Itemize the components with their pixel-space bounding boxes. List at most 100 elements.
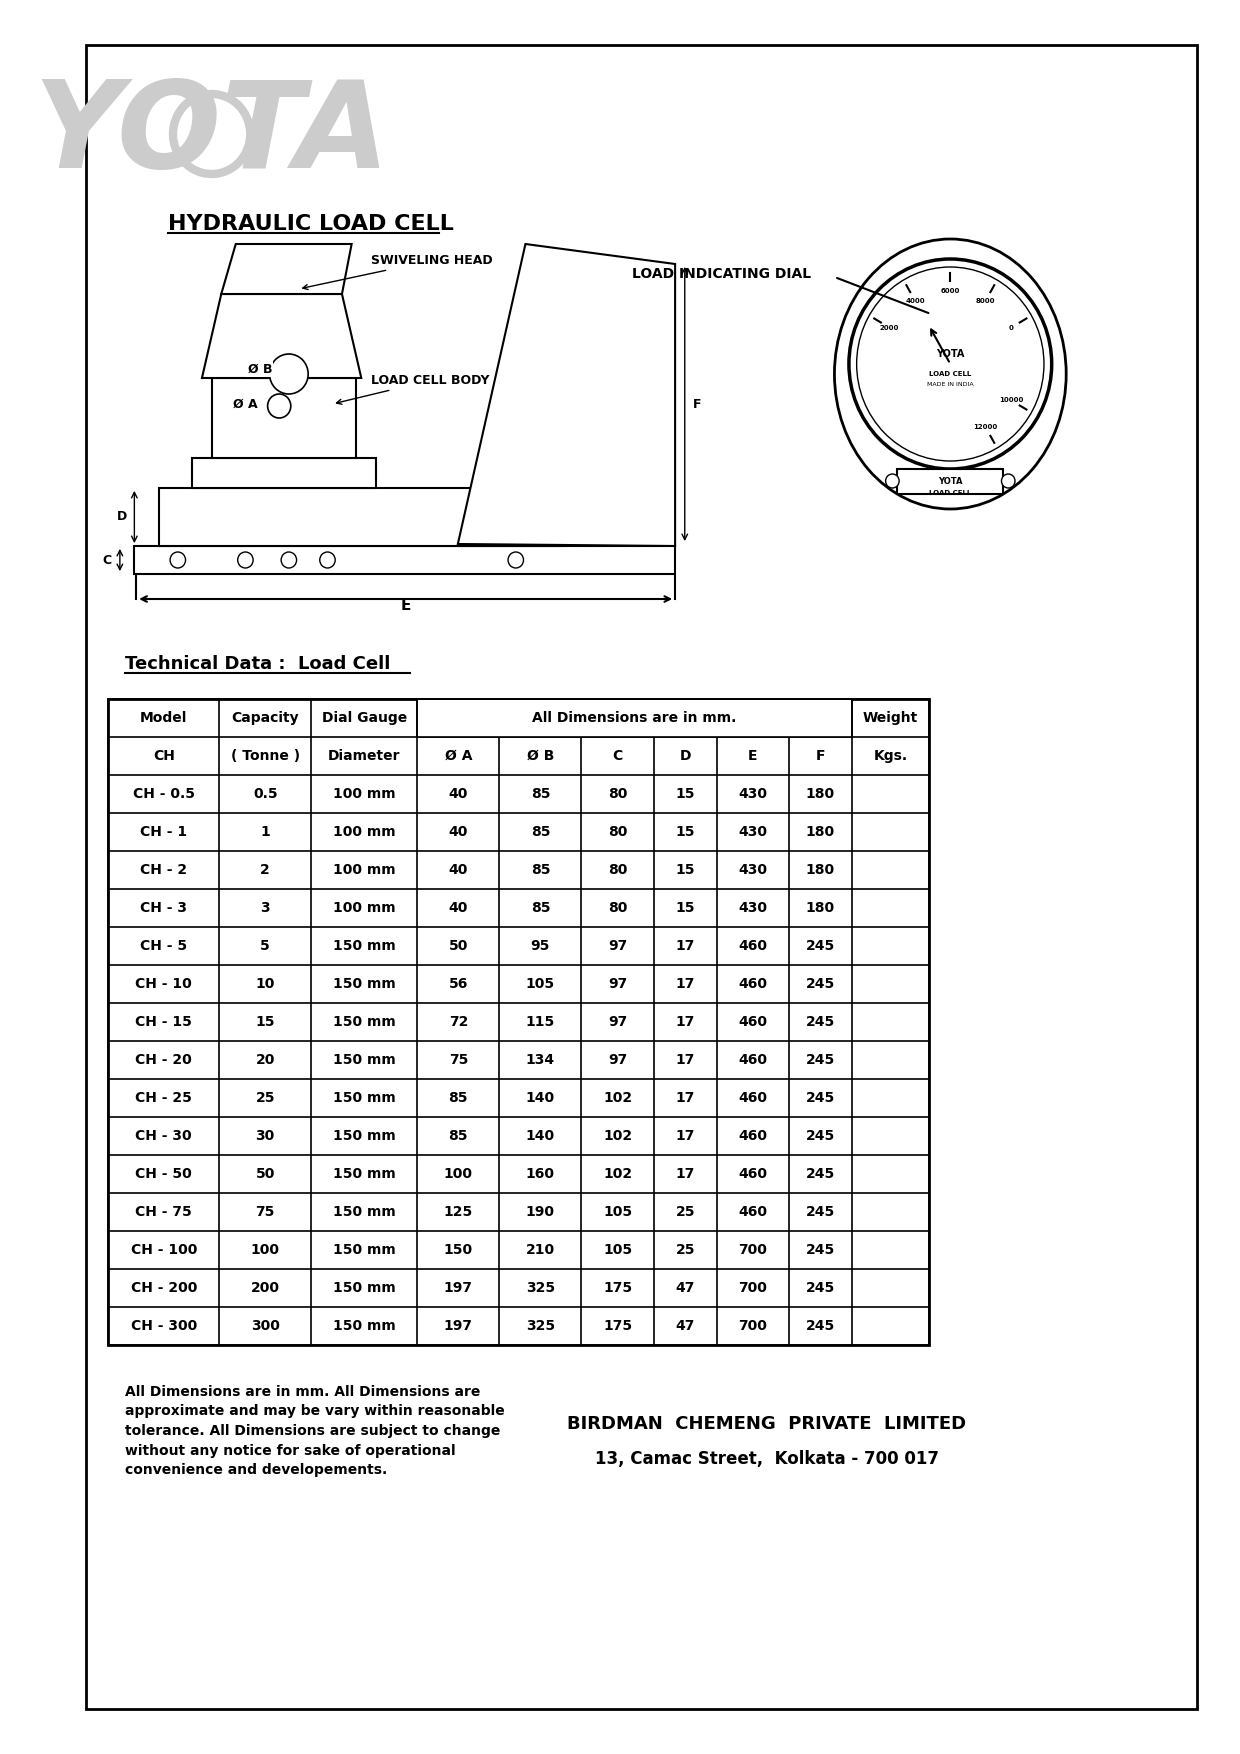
Text: CH - 3: CH - 3 xyxy=(140,902,187,916)
Text: CH - 2: CH - 2 xyxy=(140,863,187,877)
Text: 20: 20 xyxy=(255,1052,275,1066)
Bar xyxy=(159,488,564,545)
Text: 102: 102 xyxy=(603,1091,632,1105)
Text: 15: 15 xyxy=(676,788,694,802)
Text: All Dimensions are in mm. All Dimensions are
approximate and may be vary within : All Dimensions are in mm. All Dimensions… xyxy=(125,1386,505,1477)
Ellipse shape xyxy=(835,239,1066,509)
Text: 460: 460 xyxy=(738,1052,768,1066)
Text: 245: 245 xyxy=(806,1280,835,1294)
Text: 430: 430 xyxy=(738,824,768,838)
Text: 80: 80 xyxy=(608,788,627,802)
Text: 13, Camac Street,  Kolkata - 700 017: 13, Camac Street, Kolkata - 700 017 xyxy=(595,1451,939,1468)
Text: 17: 17 xyxy=(676,1166,694,1180)
Text: 460: 460 xyxy=(738,1205,768,1219)
Text: 460: 460 xyxy=(738,938,768,952)
Text: 6000: 6000 xyxy=(941,288,960,295)
Text: 245: 245 xyxy=(806,1130,835,1144)
Text: 245: 245 xyxy=(806,1052,835,1066)
Text: 175: 175 xyxy=(603,1319,632,1333)
Text: 100 mm: 100 mm xyxy=(332,863,396,877)
Text: F: F xyxy=(693,398,702,410)
Text: 150 mm: 150 mm xyxy=(332,938,396,952)
Text: LOAD INDICATING DIAL: LOAD INDICATING DIAL xyxy=(631,267,811,281)
Text: 180: 180 xyxy=(806,863,835,877)
Text: 150 mm: 150 mm xyxy=(332,1091,396,1105)
Circle shape xyxy=(174,95,250,174)
Text: 85: 85 xyxy=(531,902,551,916)
Text: CH - 5: CH - 5 xyxy=(140,938,187,952)
Text: 200: 200 xyxy=(250,1280,280,1294)
Text: 97: 97 xyxy=(608,1052,627,1066)
Text: 140: 140 xyxy=(526,1091,556,1105)
Text: LOAD CELL BODY: LOAD CELL BODY xyxy=(336,374,490,403)
Text: 100 mm: 100 mm xyxy=(332,902,396,916)
Text: 85: 85 xyxy=(449,1091,467,1105)
Text: 10000: 10000 xyxy=(999,398,1023,403)
Text: 700: 700 xyxy=(738,1319,768,1333)
Text: 97: 97 xyxy=(608,938,627,952)
Text: 17: 17 xyxy=(676,938,694,952)
Text: 17: 17 xyxy=(676,1016,694,1030)
Text: Ø A: Ø A xyxy=(233,398,258,410)
Text: 75: 75 xyxy=(255,1205,275,1219)
Text: 100: 100 xyxy=(444,1166,472,1180)
Text: 460: 460 xyxy=(738,977,768,991)
Text: 115: 115 xyxy=(526,1016,556,1030)
Text: 17: 17 xyxy=(676,1052,694,1066)
Text: 150 mm: 150 mm xyxy=(332,1130,396,1144)
Text: 245: 245 xyxy=(806,977,835,991)
Text: 102: 102 xyxy=(603,1130,632,1144)
Text: 140: 140 xyxy=(526,1130,556,1144)
Text: 160: 160 xyxy=(526,1166,556,1180)
Circle shape xyxy=(170,553,186,568)
Text: D: D xyxy=(680,749,691,763)
Text: 40: 40 xyxy=(449,824,467,838)
Text: 180: 180 xyxy=(806,788,835,802)
Text: All Dimensions are in mm.: All Dimensions are in mm. xyxy=(532,710,737,724)
Text: 97: 97 xyxy=(608,977,627,991)
Text: 0: 0 xyxy=(1009,324,1014,330)
Text: 100: 100 xyxy=(250,1244,280,1258)
Text: 50: 50 xyxy=(255,1166,275,1180)
Text: 4000: 4000 xyxy=(905,298,925,303)
Text: Dial Gauge: Dial Gauge xyxy=(321,710,407,724)
Text: 1: 1 xyxy=(260,824,270,838)
Text: CH - 0.5: CH - 0.5 xyxy=(133,788,195,802)
Text: 3: 3 xyxy=(260,902,270,916)
Text: CH - 50: CH - 50 xyxy=(135,1166,192,1180)
Text: 97: 97 xyxy=(608,1016,627,1030)
Text: CH - 1: CH - 1 xyxy=(140,824,187,838)
Text: CH: CH xyxy=(153,749,175,763)
Circle shape xyxy=(268,395,291,417)
Text: YOTA: YOTA xyxy=(939,477,962,486)
Text: 85: 85 xyxy=(531,863,551,877)
Text: CH - 25: CH - 25 xyxy=(135,1091,192,1105)
Text: 25: 25 xyxy=(676,1244,694,1258)
Text: 17: 17 xyxy=(676,1130,694,1144)
Circle shape xyxy=(1002,474,1016,488)
Text: 12000: 12000 xyxy=(973,424,998,430)
Text: 8000: 8000 xyxy=(976,298,996,303)
Text: 245: 245 xyxy=(806,1091,835,1105)
Text: LOAD CELL: LOAD CELL xyxy=(929,372,971,377)
Circle shape xyxy=(281,553,296,568)
Text: 150: 150 xyxy=(444,1244,472,1258)
Text: 105: 105 xyxy=(603,1244,632,1258)
Bar xyxy=(108,700,929,1345)
Circle shape xyxy=(857,267,1044,461)
Text: YOTA: YOTA xyxy=(33,75,389,193)
Text: 460: 460 xyxy=(738,1130,768,1144)
Text: Model: Model xyxy=(140,710,187,724)
Text: 40: 40 xyxy=(449,788,467,802)
Text: 325: 325 xyxy=(526,1319,556,1333)
Text: 10: 10 xyxy=(255,977,275,991)
Text: 85: 85 xyxy=(449,1130,467,1144)
Text: CH - 20: CH - 20 xyxy=(135,1052,192,1066)
Text: 15: 15 xyxy=(676,902,694,916)
Text: 150 mm: 150 mm xyxy=(332,977,396,991)
Text: 17: 17 xyxy=(676,977,694,991)
Text: 150 mm: 150 mm xyxy=(332,1205,396,1219)
Text: 5: 5 xyxy=(260,938,270,952)
Circle shape xyxy=(320,553,335,568)
Text: C: C xyxy=(103,554,112,567)
